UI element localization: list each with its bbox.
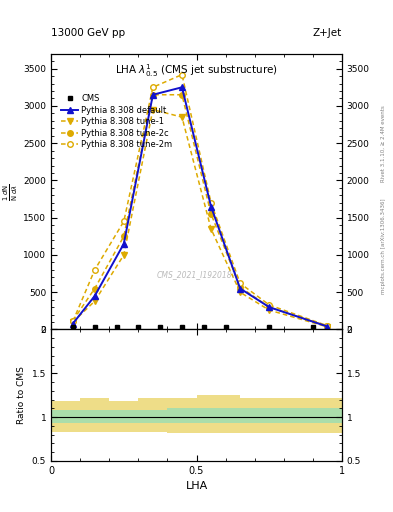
- Pythia 8.308 tune-2m: [209, 200, 213, 206]
- Line: CMS: CMS: [70, 325, 315, 330]
- Pythia 8.308 tune-2c: [267, 304, 272, 310]
- Pythia 8.308 tune-2m: [92, 267, 97, 273]
- CMS: [310, 324, 315, 330]
- Pythia 8.308 default: [92, 293, 97, 299]
- Text: 13000 GeV pp: 13000 GeV pp: [51, 28, 125, 38]
- Pythia 8.308 default: [71, 321, 75, 327]
- Pythia 8.308 tune-1: [71, 319, 75, 325]
- Pythia 8.308 tune-2m: [180, 72, 184, 78]
- Pythia 8.308 default: [180, 84, 184, 90]
- Pythia 8.308 default: [121, 241, 126, 247]
- Line: Pythia 8.308 tune-1: Pythia 8.308 tune-1: [70, 107, 330, 330]
- Pythia 8.308 tune-1: [151, 106, 155, 113]
- Pythia 8.308 tune-2m: [71, 318, 75, 325]
- Text: Rivet 3.1.10, ≥ 2.4M events: Rivet 3.1.10, ≥ 2.4M events: [381, 105, 386, 182]
- Pythia 8.308 tune-2m: [238, 280, 242, 286]
- Y-axis label: Ratio to CMS: Ratio to CMS: [17, 366, 26, 424]
- Text: mcplots.cern.ch [arXiv:1306.3436]: mcplots.cern.ch [arXiv:1306.3436]: [381, 198, 386, 293]
- Pythia 8.308 tune-2c: [180, 92, 184, 98]
- Text: LHA $\lambda^{1}_{0.5}$ (CMS jet substructure): LHA $\lambda^{1}_{0.5}$ (CMS jet substru…: [115, 62, 278, 79]
- Pythia 8.308 tune-2c: [71, 317, 75, 324]
- CMS: [114, 324, 119, 330]
- Pythia 8.308 tune-1: [267, 307, 272, 313]
- Pythia 8.308 default: [209, 203, 213, 209]
- Pythia 8.308 tune-2c: [209, 211, 213, 217]
- Pythia 8.308 default: [325, 324, 330, 330]
- Pythia 8.308 tune-2m: [325, 323, 330, 329]
- CMS: [223, 324, 228, 330]
- X-axis label: LHA: LHA: [185, 481, 208, 491]
- Line: Pythia 8.308 tune-2m: Pythia 8.308 tune-2m: [70, 72, 330, 329]
- Pythia 8.308 tune-2m: [121, 218, 126, 224]
- Pythia 8.308 default: [267, 304, 272, 310]
- Pythia 8.308 default: [238, 285, 242, 291]
- Line: Pythia 8.308 tune-2c: Pythia 8.308 tune-2c: [70, 92, 330, 329]
- Line: Pythia 8.308 default: Pythia 8.308 default: [70, 84, 330, 329]
- Text: CMS_2021_I1920187: CMS_2021_I1920187: [156, 270, 237, 279]
- Pythia 8.308 tune-2c: [121, 233, 126, 240]
- CMS: [158, 324, 163, 330]
- Pythia 8.308 tune-2m: [151, 84, 155, 90]
- Pythia 8.308 tune-1: [209, 226, 213, 232]
- Pythia 8.308 default: [151, 92, 155, 98]
- CMS: [71, 324, 75, 330]
- CMS: [202, 324, 206, 330]
- Pythia 8.308 tune-2c: [238, 284, 242, 290]
- CMS: [180, 324, 184, 330]
- CMS: [92, 324, 97, 330]
- CMS: [136, 324, 141, 330]
- Pythia 8.308 tune-1: [121, 252, 126, 258]
- Pythia 8.308 tune-1: [325, 324, 330, 330]
- Pythia 8.308 tune-2c: [151, 92, 155, 98]
- Text: Z+Jet: Z+Jet: [313, 28, 342, 38]
- Pythia 8.308 tune-1: [238, 289, 242, 295]
- Pythia 8.308 tune-2c: [92, 285, 97, 291]
- Pythia 8.308 tune-2c: [325, 323, 330, 329]
- Pythia 8.308 tune-2m: [267, 302, 272, 308]
- Pythia 8.308 tune-1: [180, 114, 184, 120]
- Y-axis label: $\frac{1}{\mathrm{N}}\frac{d\mathrm{N}}{d\lambda}$: $\frac{1}{\mathrm{N}}\frac{d\mathrm{N}}{…: [2, 183, 20, 201]
- Pythia 8.308 tune-1: [92, 298, 97, 304]
- CMS: [267, 324, 272, 330]
- Legend: CMS, Pythia 8.308 default, Pythia 8.308 tune-1, Pythia 8.308 tune-2c, Pythia 8.3: CMS, Pythia 8.308 default, Pythia 8.308 …: [58, 91, 176, 153]
